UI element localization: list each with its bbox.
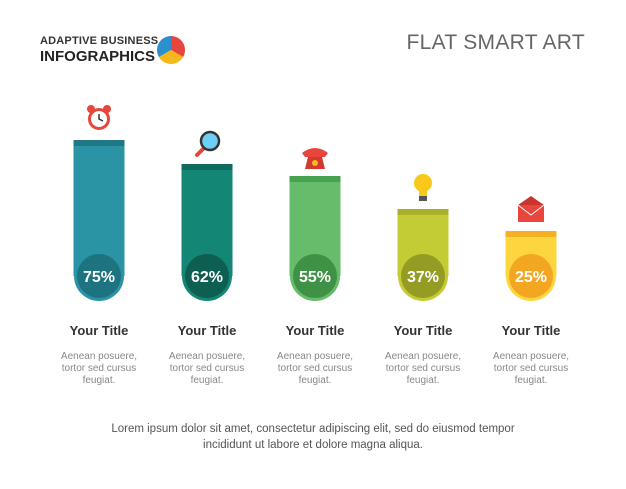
category-description: feugiat.	[299, 375, 332, 386]
envelope-top-flap	[518, 196, 544, 205]
magnifier-handle	[195, 146, 206, 157]
bar-cap	[397, 209, 449, 215]
value-circle	[401, 254, 445, 298]
category-description: Aenean posuere,	[385, 351, 461, 362]
category-description: Aenean posuere,	[169, 351, 245, 362]
category-description: tortor sed cursus	[62, 363, 136, 374]
magnifier-lens	[199, 130, 221, 152]
bulb-glass	[414, 174, 432, 192]
category-description: Aenean posuere,	[277, 351, 353, 362]
category-description: feugiat.	[407, 375, 440, 386]
bar-group: 25% Your Title Aenean posuere,tortor sed c…	[493, 196, 569, 386]
category-description: feugiat.	[83, 375, 116, 386]
value-label: 62%	[191, 269, 223, 286]
pie-slice	[171, 36, 185, 57]
category-label: Your Title	[178, 323, 237, 338]
category-label: Your Title	[286, 323, 345, 338]
envelope-flap-line	[517, 204, 545, 216]
category-description: tortor sed cursus	[170, 363, 244, 374]
category-description: tortor sed cursus	[494, 363, 568, 374]
value-label: 75%	[83, 269, 115, 286]
bar-group: 75% Your Title Aenean posuere,tortor sed c…	[61, 105, 137, 386]
phone-dial	[312, 160, 318, 166]
bar-cap	[73, 140, 125, 146]
bar-group: 55% Your Title Aenean posuere,tortor sed c…	[277, 148, 353, 386]
brand-block: ADAPTIVE BUSINESS INFOGRAPHICS	[40, 35, 158, 65]
category-label: Your Title	[394, 323, 453, 338]
footer-line2: incididunt ut labore et dolore magna ali…	[203, 439, 423, 451]
category-label: Your Title	[502, 323, 561, 338]
category-description: Aenean posuere,	[61, 351, 137, 362]
envelope-icon	[517, 196, 545, 222]
magnifier-icon	[195, 130, 221, 157]
brand-line1: ADAPTIVE BUSINESS	[40, 35, 159, 47]
category-description: feugiat.	[515, 375, 548, 386]
alarm-clock-icon	[87, 105, 111, 130]
value-circle	[185, 254, 229, 298]
bar-group: 37% Your Title Aenean posuere,tortor sed c…	[385, 174, 461, 386]
phone-handset	[302, 148, 328, 157]
light-bulb-icon	[414, 174, 432, 201]
footer-line1: Lorem ipsum dolor sit amet, consectetur …	[111, 423, 515, 435]
bar-cap	[181, 164, 233, 170]
brand-pie-icon	[157, 36, 185, 64]
alarm-hands	[98, 114, 104, 122]
telephone-icon	[302, 148, 328, 169]
pie-slice	[157, 36, 171, 57]
bulb-neck	[419, 191, 427, 196]
envelope-body	[518, 205, 544, 222]
bar-group: 62% Your Title Aenean posuere,tortor sed c…	[169, 130, 245, 386]
value-circle	[509, 254, 553, 298]
value-label: 55%	[299, 269, 331, 286]
pie-slice	[158, 50, 184, 64]
page-title: FLAT SMART ART	[406, 31, 585, 54]
value-label: 25%	[515, 269, 547, 286]
brand-line2: INFOGRAPHICS	[40, 48, 156, 65]
value-circle	[77, 254, 121, 298]
bulb-socket	[419, 196, 427, 201]
footer-text: Lorem ipsum dolor sit amet, consectetur …	[0, 421, 626, 453]
category-description: tortor sed cursus	[386, 363, 460, 374]
value-circle	[293, 254, 337, 298]
category-description: feugiat.	[191, 375, 224, 386]
bar-cap	[289, 176, 341, 182]
category-description: tortor sed cursus	[278, 363, 352, 374]
category-description: Aenean posuere,	[493, 351, 569, 362]
bar-cap	[505, 231, 557, 237]
category-label: Your Title	[70, 323, 129, 338]
value-label: 37%	[407, 269, 439, 286]
